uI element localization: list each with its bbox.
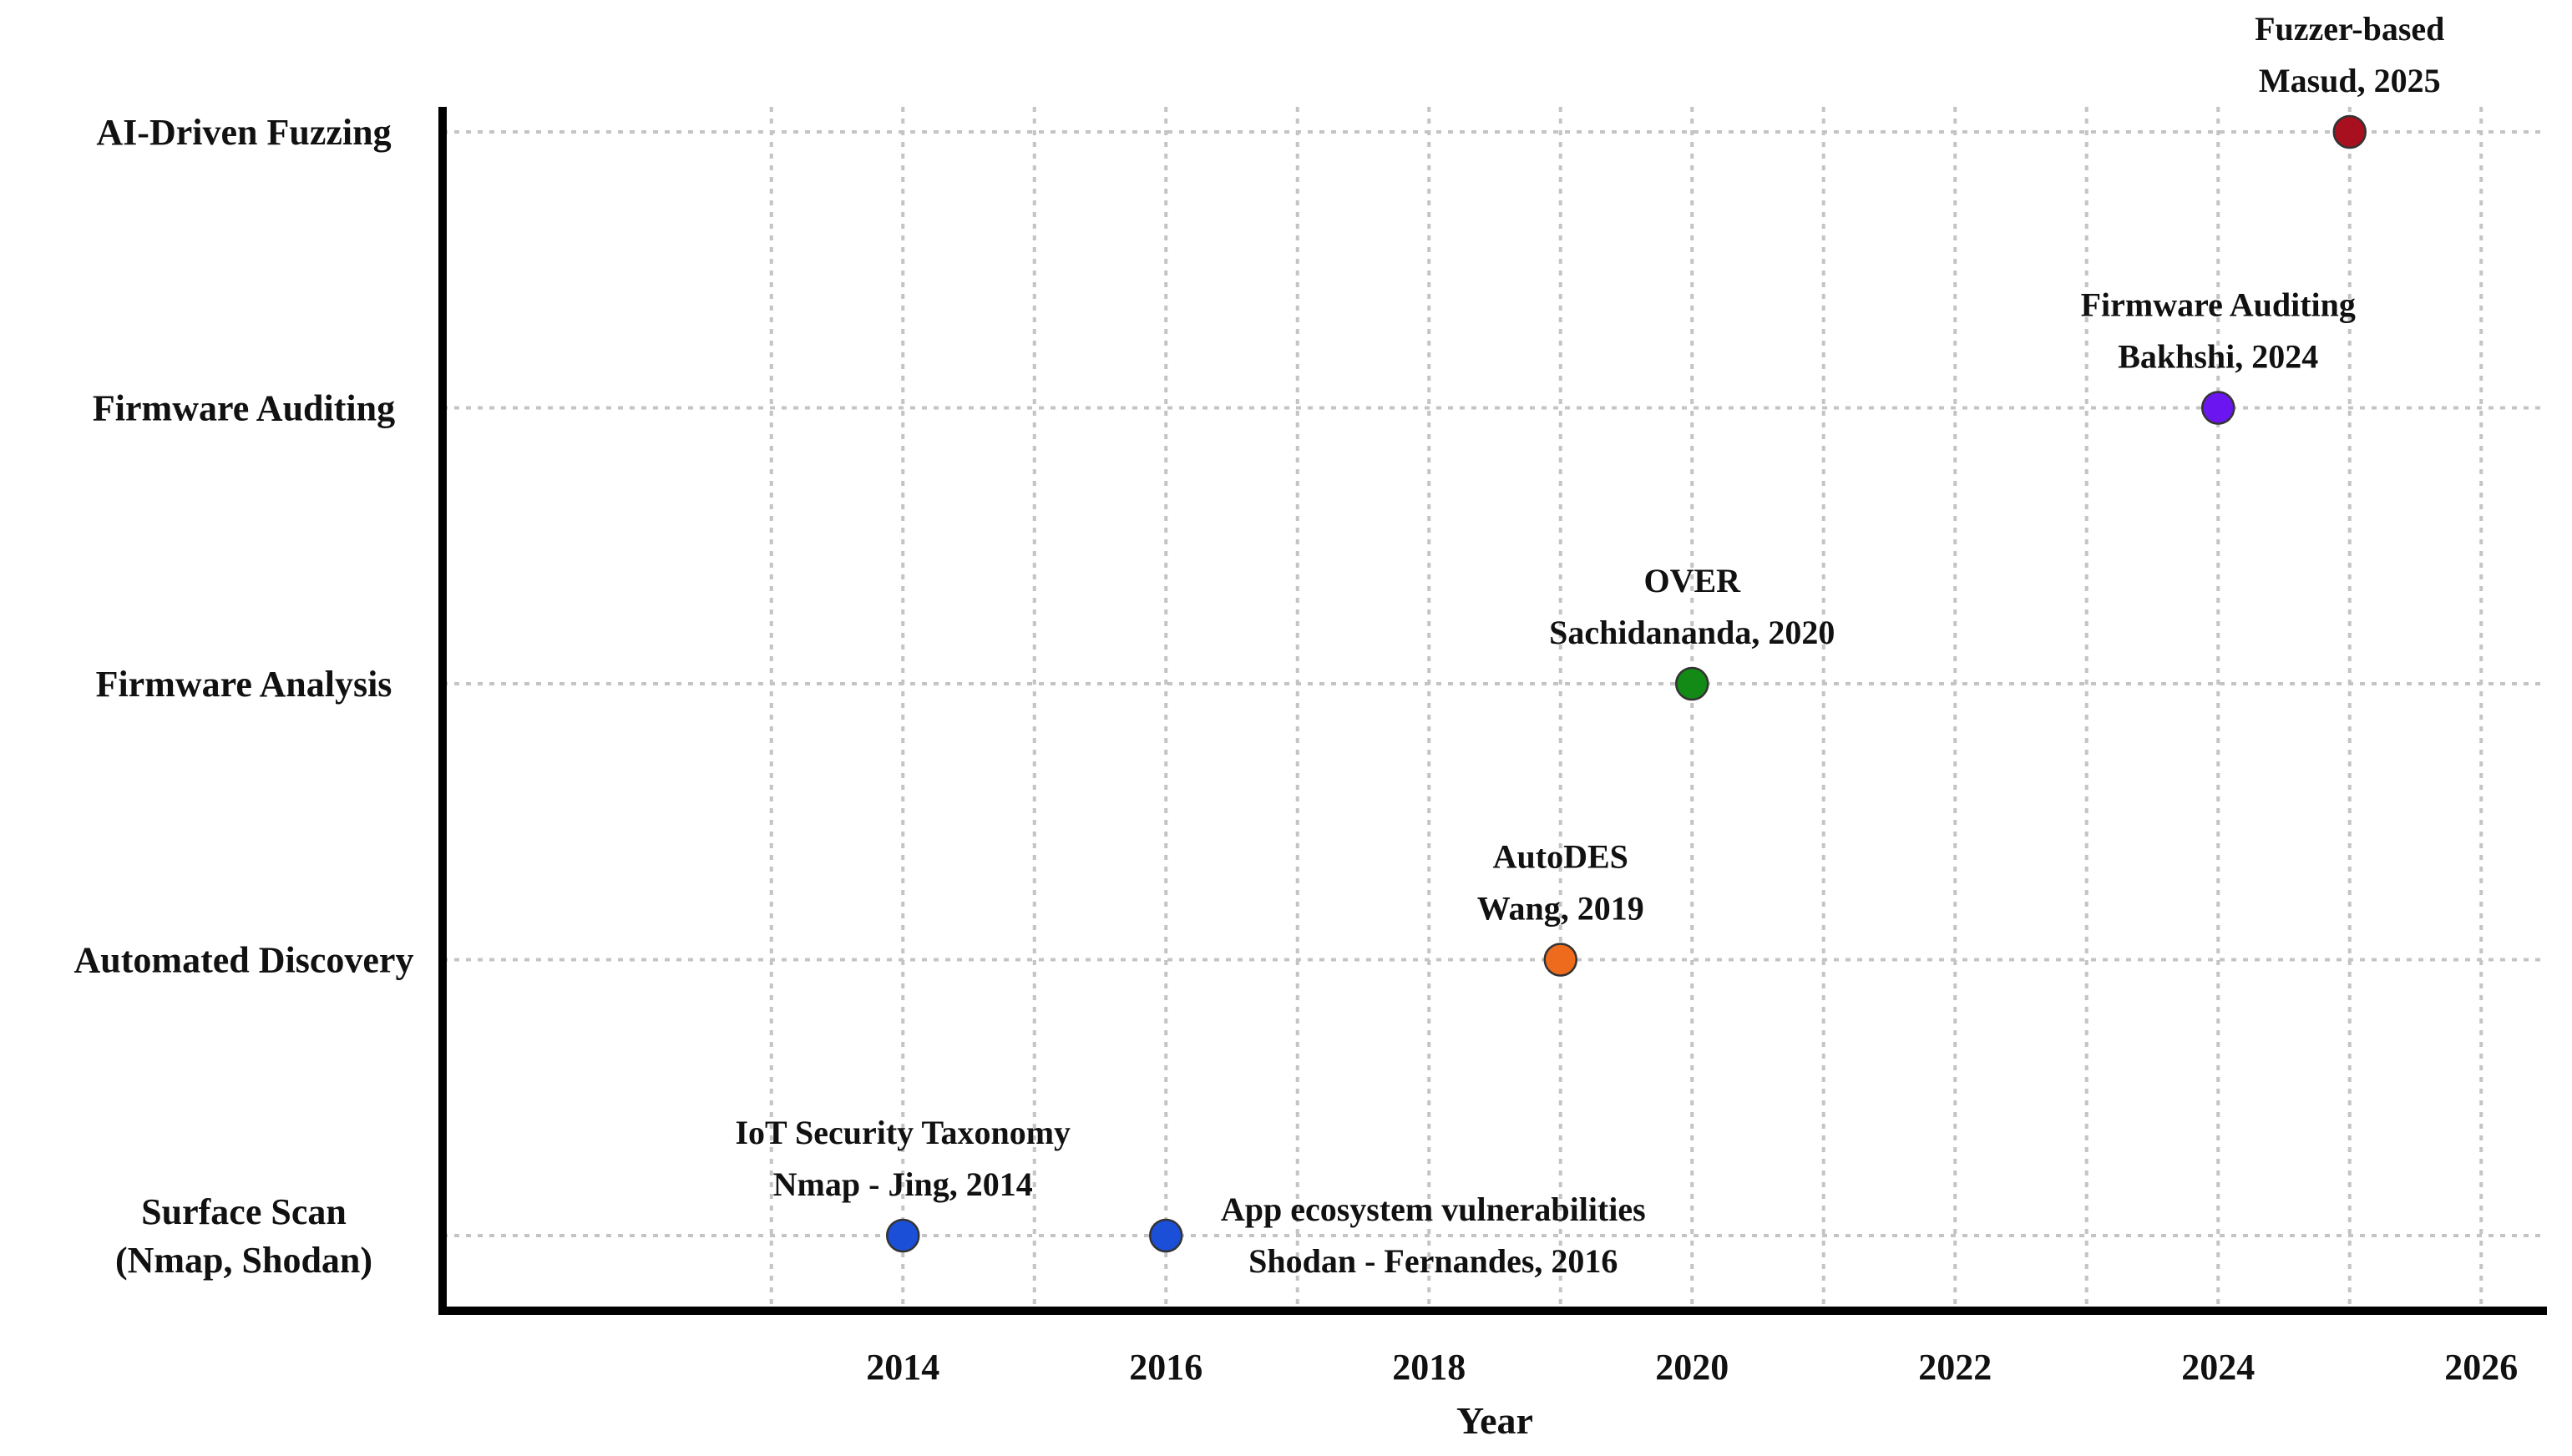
y-tick-label: AI-Driven Fuzzing	[96, 112, 391, 153]
data-point-label: IoT Security Taxonomy Nmap - Jing, 2014	[735, 1114, 1071, 1203]
data-point-label: Fuzzer-based Masud, 2025	[2255, 10, 2444, 99]
data-point-label: Firmware Auditing Bakhshi, 2024	[2081, 286, 2356, 376]
data-point	[1543, 943, 1577, 977]
x-tick-label: 2026	[2444, 1347, 2518, 1388]
data-point-label: OVER Sachidananda, 2020	[1549, 562, 1835, 651]
data-point	[1149, 1218, 1183, 1253]
point-labels: IoT Security Taxonomy Nmap - Jing, 2014 Ap…	[735, 10, 2444, 1280]
y-tick-labels: Surface Scan (Nmap, Shodan) Automated Disc…	[74, 112, 414, 1281]
axes	[438, 107, 2547, 1315]
y-tick-label: Surface Scan (Nmap, Shodan)	[115, 1191, 372, 1281]
grid	[443, 107, 2547, 1311]
data-points	[886, 114, 2367, 1253]
y-tick-label: Automated Discovery	[74, 940, 414, 981]
data-point	[2332, 114, 2367, 149]
y-tick-label: Firmware Auditing	[93, 388, 395, 429]
x-axis-title: Year	[1456, 1399, 1533, 1442]
y-tick-label: Firmware Analysis	[96, 664, 392, 705]
x-tick-label: 2014	[866, 1347, 939, 1388]
x-tick-label: 2024	[2181, 1347, 2255, 1388]
data-point	[886, 1218, 920, 1253]
data-point-label: App ecosystem vulnerabilities Shodan - Fe…	[1221, 1191, 1646, 1280]
x-tick-labels: 2014 2016 2018 2020 2022 2024 2026	[866, 1347, 2518, 1388]
x-tick-label: 2016	[1129, 1347, 1202, 1388]
data-point	[1675, 666, 1709, 701]
x-tick-label: 2018	[1392, 1347, 1466, 1388]
x-tick-label: 2022	[1918, 1347, 1992, 1388]
data-point	[2201, 391, 2235, 425]
x-tick-label: 2020	[1655, 1347, 1729, 1388]
data-point-label: AutoDES Wang, 2019	[1477, 838, 1644, 928]
